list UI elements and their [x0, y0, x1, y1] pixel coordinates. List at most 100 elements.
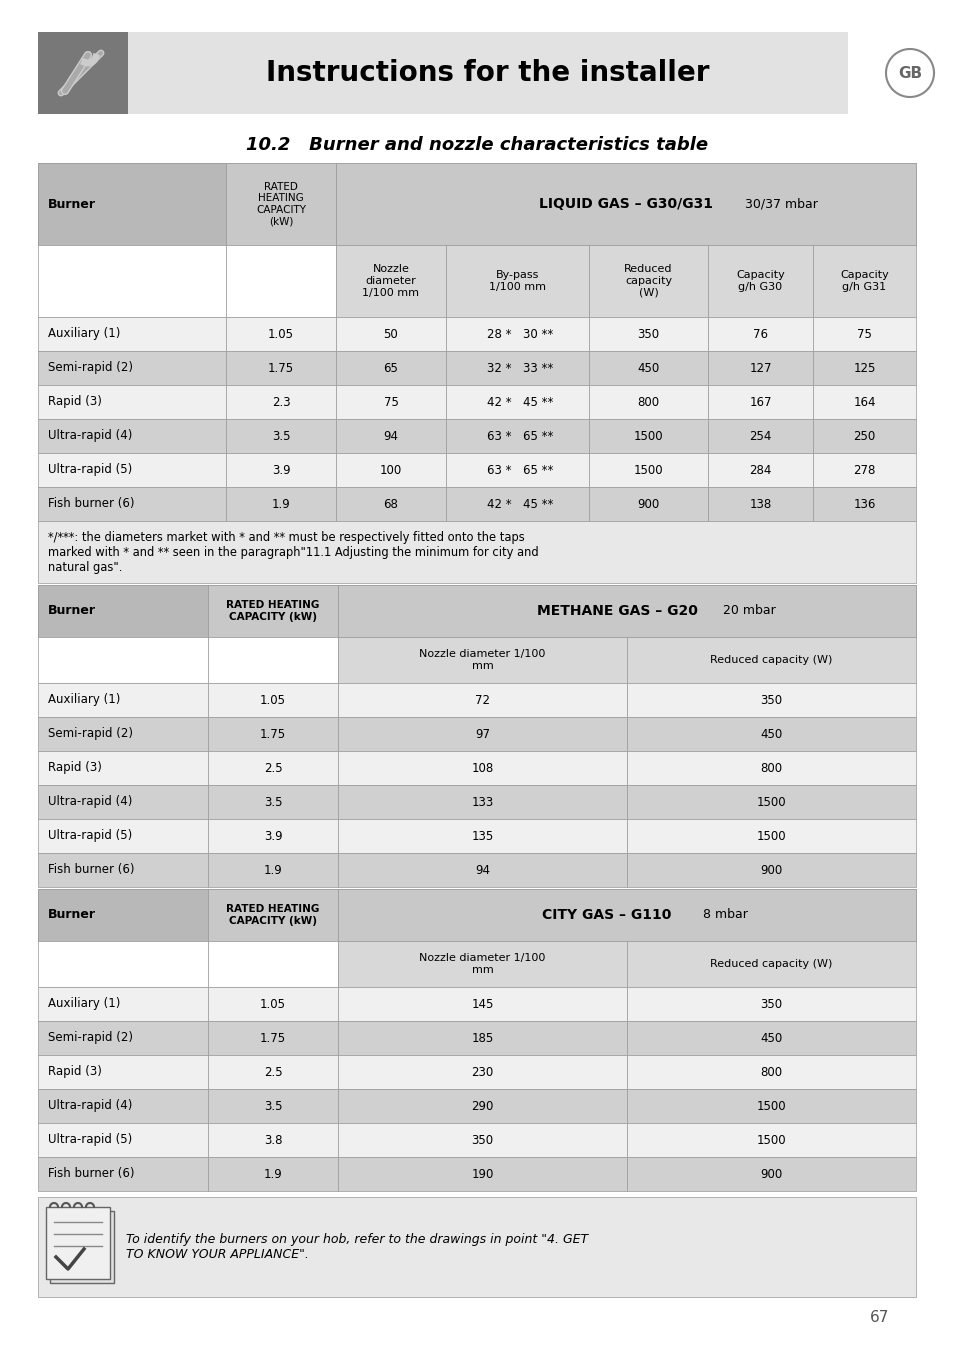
Text: Reduced capacity (W): Reduced capacity (W) [710, 959, 832, 969]
Text: 350: 350 [760, 998, 781, 1010]
Bar [38, 1088, 208, 1124]
Text: 254: 254 [748, 430, 771, 442]
Text: To identify the burners on your hob, refer to the drawings in point "4. GET
TO K: To identify the burners on your hob, ref… [126, 1233, 587, 1261]
Bar [128, 32, 847, 114]
Bar [626, 819, 915, 853]
Bar [38, 1021, 208, 1055]
Text: 1.9: 1.9 [263, 864, 282, 876]
Text: Semi-rapid (2): Semi-rapid (2) [48, 727, 132, 741]
Text: 1500: 1500 [756, 1133, 785, 1146]
Text: Rapid (3): Rapid (3) [48, 396, 102, 408]
Bar [38, 487, 226, 521]
Bar [208, 717, 337, 750]
Text: 10.2   Burner and nozzle characteristics table: 10.2 Burner and nozzle characteristics t… [246, 137, 707, 154]
Text: 900: 900 [637, 498, 659, 511]
Text: Instructions for the installer: Instructions for the installer [266, 59, 709, 87]
Text: Burner: Burner [48, 197, 96, 211]
Text: RATED HEATING
CAPACITY (kW): RATED HEATING CAPACITY (kW) [226, 600, 319, 622]
Text: 138: 138 [749, 498, 771, 511]
Bar [208, 941, 337, 987]
Bar [208, 683, 337, 717]
Bar [588, 487, 707, 521]
Text: 68: 68 [383, 498, 398, 511]
Text: Capacity
g/h G31: Capacity g/h G31 [840, 270, 888, 292]
Text: 450: 450 [760, 727, 781, 741]
Text: 28 *: 28 * [486, 327, 511, 341]
Bar [208, 786, 337, 819]
Bar [626, 750, 915, 786]
Text: 3.5: 3.5 [272, 430, 290, 442]
Bar [626, 786, 915, 819]
Text: 30/37 mbar: 30/37 mbar [740, 197, 817, 211]
Bar [208, 819, 337, 853]
Text: 1500: 1500 [633, 430, 662, 442]
Bar [626, 637, 915, 683]
Bar [335, 352, 446, 385]
Bar [226, 245, 335, 316]
Bar [208, 1055, 337, 1088]
Text: 65: 65 [383, 361, 398, 375]
Bar [626, 683, 915, 717]
Bar [337, 819, 626, 853]
Bar [38, 890, 208, 941]
Bar [38, 521, 915, 583]
Bar [38, 585, 208, 637]
Bar [626, 941, 915, 987]
Text: 3.5: 3.5 [263, 1099, 282, 1113]
Bar [626, 853, 915, 887]
Text: 30 **: 30 ** [523, 327, 553, 341]
Text: Reduced capacity (W): Reduced capacity (W) [710, 654, 832, 665]
Text: Ultra-rapid (5): Ultra-rapid (5) [48, 464, 132, 476]
Text: Auxiliary (1): Auxiliary (1) [48, 327, 120, 341]
Text: 33 **: 33 ** [523, 361, 553, 375]
Bar [226, 419, 335, 453]
Text: 290: 290 [471, 1099, 493, 1113]
Text: 1500: 1500 [756, 795, 785, 808]
Text: Auxiliary (1): Auxiliary (1) [48, 998, 120, 1010]
Bar [707, 453, 812, 487]
Text: 2.5: 2.5 [263, 1065, 282, 1079]
Bar [337, 941, 626, 987]
Bar [226, 385, 335, 419]
Text: LIQUID GAS – G30/G31: LIQUID GAS – G30/G31 [538, 197, 712, 211]
Bar [446, 487, 588, 521]
Bar [38, 941, 208, 987]
Bar [446, 385, 588, 419]
Bar [707, 245, 812, 316]
Text: 800: 800 [760, 761, 781, 775]
Bar [337, 1021, 626, 1055]
Bar [38, 819, 208, 853]
Bar [337, 853, 626, 887]
Text: 125: 125 [852, 361, 875, 375]
Bar [337, 1157, 626, 1191]
Text: Fish burner (6): Fish burner (6) [48, 498, 134, 511]
Text: Burner: Burner [48, 604, 96, 618]
Bar [226, 164, 335, 245]
Bar [226, 316, 335, 352]
Bar [626, 1124, 915, 1157]
Text: 800: 800 [637, 396, 659, 408]
Bar [588, 352, 707, 385]
Bar [50, 1211, 113, 1283]
Text: 350: 350 [637, 327, 659, 341]
Bar [38, 637, 208, 683]
Text: Burner: Burner [48, 909, 96, 922]
Text: 75: 75 [856, 327, 871, 341]
Text: */***: the diameters market with * and ** must be respectively fitted onto the t: */***: the diameters market with * and *… [48, 531, 538, 575]
Text: 167: 167 [748, 396, 771, 408]
Text: 100: 100 [379, 464, 402, 476]
Bar [208, 853, 337, 887]
Text: 190: 190 [471, 1168, 493, 1180]
Text: Fish burner (6): Fish burner (6) [48, 864, 134, 876]
Bar [335, 487, 446, 521]
Bar [812, 453, 915, 487]
Text: 350: 350 [760, 694, 781, 707]
Bar [446, 352, 588, 385]
Bar [337, 717, 626, 750]
Text: 230: 230 [471, 1065, 493, 1079]
Bar [626, 1088, 915, 1124]
Bar [335, 164, 915, 245]
Text: 185: 185 [471, 1032, 493, 1045]
Bar [38, 419, 226, 453]
Bar [38, 1157, 208, 1191]
